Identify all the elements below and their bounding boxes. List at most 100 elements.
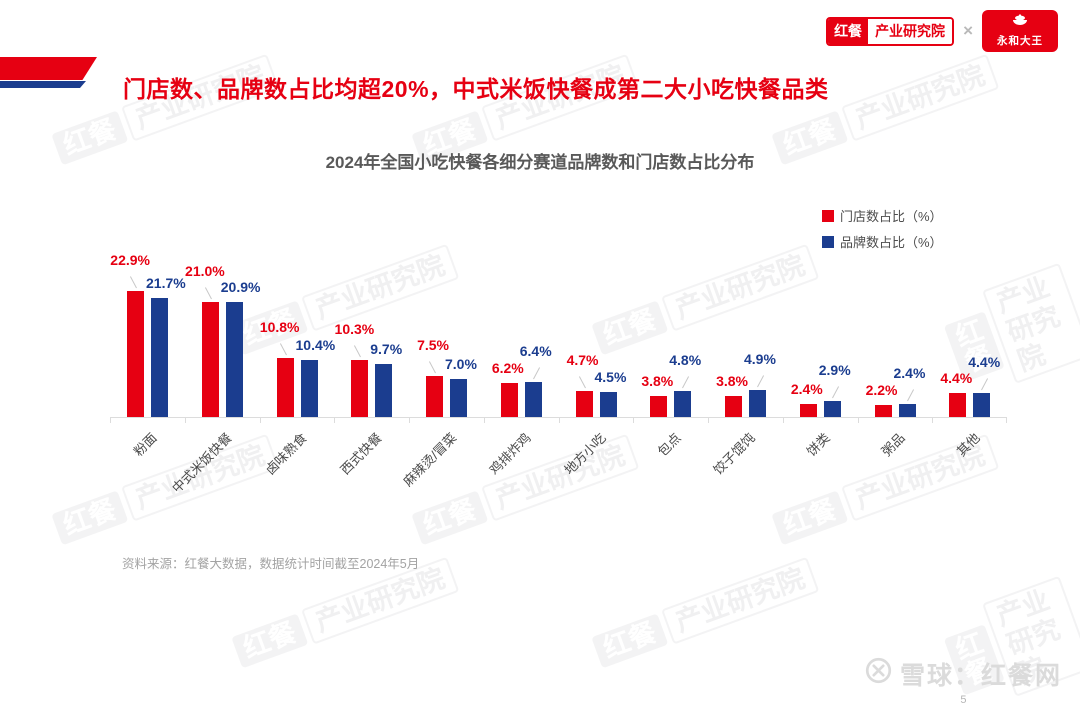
label-leader-line [279, 342, 287, 355]
axis-tick [633, 418, 635, 423]
store-share-value-label: 6.2% [491, 359, 524, 376]
brand-share-value-label: 7.0% [445, 355, 477, 372]
store-share-bar [127, 291, 144, 417]
brand-share-bar [375, 363, 393, 417]
brand-share-bar [225, 302, 243, 417]
brand-share-value-label: 4.9% [744, 351, 776, 368]
category-label: 粉面 [131, 430, 161, 460]
axis-tick [184, 418, 186, 423]
category-label: 麻辣烫/冒菜 [399, 430, 460, 490]
legend-item-store-share[interactable]: 门店数占比（%） [822, 206, 943, 225]
label-leader-line [906, 389, 914, 402]
category-label: 鸡排炸鸡 [486, 430, 534, 478]
bar-group: 2.2% 2.4% 粥品 [857, 200, 933, 459]
brand-share-bar [300, 359, 318, 417]
bar-group: 10.8% 10.4% 卤味熟食 [259, 200, 336, 478]
axis-tick [483, 418, 485, 423]
bowl-icon [1011, 14, 1029, 32]
page-number: 5 [960, 694, 967, 706]
store-share-bar [949, 392, 967, 417]
chart-legend: 门店数占比（%） 品牌数占比（%） [822, 206, 943, 251]
brand-share-bar [151, 297, 168, 417]
hongcan-logo-mark: 红餐 [828, 18, 869, 44]
category-label: 其他 [953, 430, 983, 460]
footer-branding: 雪球：红餐网 5 [865, 656, 1062, 706]
label-leader-line [981, 378, 989, 391]
brand-share-bar [524, 381, 542, 417]
bar-group: 4.4% 4.4% 其他 [932, 200, 1007, 459]
bar-groups: 22.9% 21.7% 粉面 21.0% 20.9% 中式米饭快餐 10.8% 10.4% 卤味… [110, 200, 1007, 496]
legend-label-store-share: 门店数占比（%） [840, 209, 943, 224]
store-share-bar [874, 404, 892, 417]
brand-share-bar [898, 403, 916, 417]
label-leader-line [757, 375, 765, 388]
brand-share-value-label: 21.7% [146, 274, 186, 291]
label-leader-line [204, 286, 212, 299]
brand-share-bar [973, 392, 991, 417]
axis-tick [110, 418, 111, 423]
store-share-bar [426, 375, 443, 417]
category-label: 中式米饭快餐 [169, 430, 235, 496]
xueqiu-snowball-icon [865, 657, 892, 691]
category-label: 粥品 [878, 430, 908, 460]
partner-logo-text: 永和大王 [997, 35, 1043, 47]
category-label: 饼类 [803, 430, 833, 460]
axis-tick [1006, 418, 1007, 423]
bar-group: 10.3% 9.7% 西式快餐 [334, 200, 409, 478]
brand-share-bar [674, 390, 692, 417]
store-share-value-label: 3.8% [716, 373, 748, 390]
bar-group: 3.8% 4.8% 包点 [633, 200, 708, 459]
store-share-value-label: 4.4% [940, 369, 973, 386]
brand-share-bar [599, 392, 617, 417]
store-share-bar [351, 360, 369, 417]
axis-tick [782, 418, 784, 423]
hongcan-institute-logo: 红餐 产业研究院 [826, 16, 955, 46]
label-leader-line [578, 376, 586, 389]
hongcan-watermark: 红餐 产业研究院 [231, 556, 460, 670]
title-accent-red-bar [0, 57, 97, 80]
bar-chart-plot-area: 22.9% 21.7% 粉面 21.0% 20.9% 中式米饭快餐 10.8% 10.4% 卤味… [110, 200, 1007, 496]
axis-tick [558, 418, 560, 423]
bar-group: 6.2% 6.4% 鸡排炸鸡 [483, 200, 559, 478]
store-share-value-label: 2.2% [865, 381, 898, 398]
axis-tick [932, 418, 934, 423]
category-label: 卤味熟食 [262, 430, 310, 478]
store-share-value-label: 4.7% [566, 352, 599, 369]
legend-swatch-brand-share [822, 235, 834, 248]
brand-share-bar [749, 390, 766, 417]
brand-share-value-label: 20.9% [220, 279, 261, 296]
hongcan-watermark: 红餐 产业研究院 [591, 556, 820, 670]
category-label: 包点 [654, 430, 684, 460]
label-leader-line [682, 375, 690, 388]
store-share-bar [276, 357, 294, 417]
bar-group: 7.5% 7.0% 麻辣烫/冒菜 [400, 200, 484, 490]
bar-group: 3.8% 4.9% 饺子馄饨 [708, 200, 783, 478]
category-label: 地方小吃 [561, 430, 609, 478]
brand-share-value-label: 6.4% [519, 342, 552, 359]
store-share-bar [201, 301, 219, 417]
legend-label-brand-share: 品牌数占比（%） [840, 235, 943, 250]
brand-share-value-label: 10.4% [295, 336, 336, 353]
x-axis-line [110, 417, 1007, 418]
bar-group: 22.9% 21.7% 粉面 [110, 200, 186, 459]
hongcan-watermark: 红餐 产业研究院 [51, 433, 280, 547]
bar-group: 2.4% 2.9% 饼类 [782, 200, 858, 459]
store-share-value-label: 2.4% [790, 380, 823, 397]
category-label: 西式快餐 [336, 430, 385, 478]
brand-share-value-label: 4.5% [594, 369, 627, 386]
hongcan-logo-text: 产业研究院 [868, 18, 953, 44]
yonghe-dawang-logo: 永和大王 [982, 10, 1058, 52]
label-leader-line [129, 276, 137, 289]
legend-item-brand-share[interactable]: 品牌数占比（%） [822, 232, 943, 251]
store-share-bar [575, 391, 593, 417]
bar-group: 21.0% 20.9% 中式米饭快餐 [169, 200, 261, 496]
title-accent-blue-bar [0, 81, 86, 88]
store-share-value-label: 10.8% [259, 318, 300, 335]
axis-tick [259, 418, 261, 423]
brand-share-value-label: 4.8% [669, 351, 702, 368]
source-note: 资料来源：红餐大数据，数据统计时间截至2024年5月 [122, 557, 420, 571]
label-leader-line [428, 361, 436, 373]
axis-tick [334, 418, 336, 423]
logo-separator-x: × [963, 21, 973, 40]
brand-share-value-label: 9.7% [370, 340, 403, 357]
